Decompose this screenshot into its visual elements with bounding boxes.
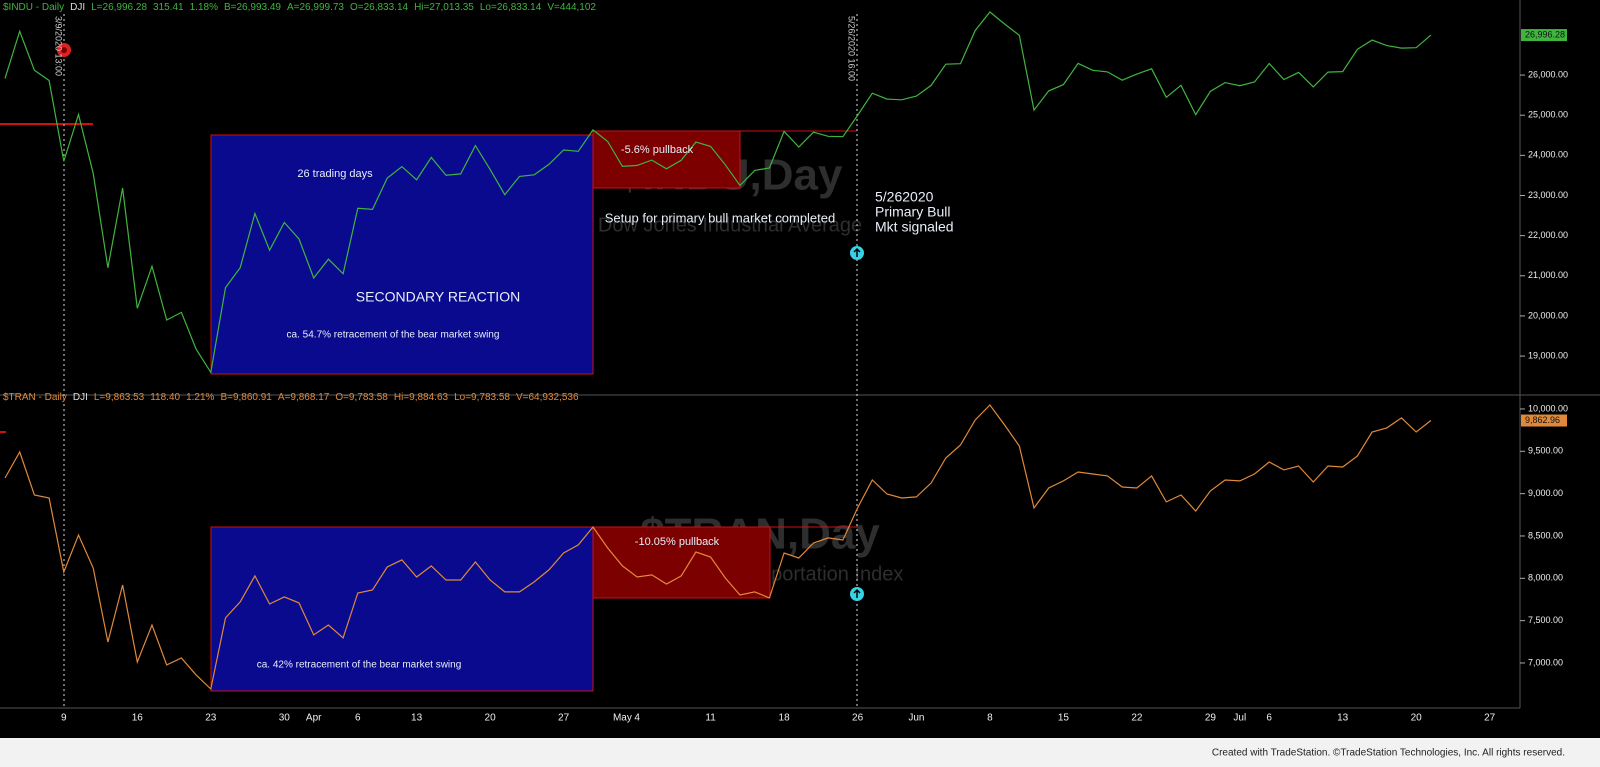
x-tick-label: 13 — [1337, 713, 1349, 724]
y-tick-label: 22,000.00 — [1528, 230, 1568, 240]
price-line — [4, 11, 1432, 375]
x-tick-label: 20 — [485, 713, 497, 724]
x-tick-label: 26 — [852, 713, 864, 724]
x-tick-label: 16 — [132, 713, 144, 724]
quote-field: V=64,932,536 — [515, 392, 579, 403]
y-tick-label: 19,000.00 — [1528, 350, 1568, 360]
y-tick-label: 23,000.00 — [1528, 190, 1568, 200]
quote-field: 1.18% — [189, 2, 218, 13]
y-tick-label: 8,500.00 — [1528, 530, 1563, 540]
annotation: ca. 42% retracement of the bear market s… — [257, 660, 462, 671]
event-label: 5/26/2020 16:00 — [847, 16, 857, 81]
annotation: 5/262020 — [875, 189, 934, 205]
last-price-label: 26,996.28 — [1525, 29, 1565, 39]
x-tick-label: 11 — [705, 713, 716, 724]
x-tick-label: 4 — [634, 713, 640, 724]
price-line — [4, 404, 1432, 691]
quote-field: $TRAN - Daily — [3, 392, 67, 403]
pullback-box — [592, 526, 771, 599]
x-tick-label: 30 — [279, 713, 291, 724]
y-tick-label: 8,000.00 — [1528, 573, 1563, 583]
annotation: ca. 54.7% retracement of the bear market… — [287, 330, 500, 341]
buy-arrow — [853, 247, 861, 257]
annotation: Primary Bull — [875, 204, 950, 220]
annotation: -10.05% pullback — [635, 536, 720, 548]
y-tick-label: 24,000.00 — [1528, 150, 1568, 160]
quote-field: DJI — [72, 392, 88, 403]
annotation: Setup for primary bull market completed — [605, 210, 835, 225]
annotation: Mkt signaled — [875, 219, 954, 235]
x-tick-label: 13 — [411, 713, 423, 724]
x-tick-label: 29 — [1205, 713, 1217, 724]
x-tick-label: 8 — [987, 713, 993, 724]
y-tick-label: 26,000.00 — [1528, 69, 1568, 79]
x-tick-label: Jun — [908, 713, 924, 724]
quote-field: A=9,868.17 — [277, 392, 330, 403]
y-tick-label: 9,500.00 — [1528, 446, 1563, 456]
pullback-box — [592, 130, 741, 189]
x-tick-label: 18 — [779, 713, 791, 724]
x-tick-label: 6 — [355, 713, 361, 724]
x-tick-label: May — [613, 713, 632, 724]
y-tick-label: 9,000.00 — [1528, 488, 1563, 498]
quote-field: L=9,863.53 — [93, 392, 145, 403]
watermark: Dow Jones Industrial Average — [598, 214, 862, 236]
quote-field: B=26,993.49 — [223, 2, 281, 13]
quote-field: O=26,833.14 — [349, 2, 409, 13]
quote-field: Hi=27,013.35 — [414, 2, 474, 13]
y-tick-label: 10,000.00 — [1528, 403, 1568, 413]
quote-field: O=9,783.58 — [335, 392, 388, 403]
last-price-box — [1521, 414, 1567, 427]
quote-field: V=444,102 — [547, 2, 596, 13]
quote-field: DJI — [70, 2, 86, 13]
y-tick-label: 7,500.00 — [1528, 615, 1563, 625]
annotation: SECONDARY REACTION — [356, 289, 520, 305]
quote-field: Lo=9,783.58 — [454, 392, 510, 403]
last-price-label: 9,862.96 — [1525, 415, 1560, 425]
buy-arrow — [853, 588, 861, 598]
footer: Created with TradeStation. ©TradeStation… — [1212, 748, 1565, 759]
quote-header: $INDU - Daily DJI L=26,996.28 315.41 1.18% B=… — [3, 2, 596, 13]
annotation: 26 trading days — [297, 168, 373, 180]
x-tick-label: 6 — [1266, 713, 1272, 724]
y-tick-label: 21,000.00 — [1528, 270, 1568, 280]
quote-field: 118.40 — [150, 392, 181, 403]
quote-field: A=26,999.73 — [286, 2, 344, 13]
annotation: -5.6% pullback — [621, 144, 694, 156]
quote-field: L=26,996.28 — [91, 2, 148, 13]
y-tick-label: 25,000.00 — [1528, 110, 1568, 120]
x-tick-label: Jul — [1233, 713, 1246, 724]
x-tick-label: 27 — [1484, 713, 1496, 724]
x-tick-label: 27 — [558, 713, 570, 724]
quote-field: Hi=9,884.63 — [393, 392, 449, 403]
quote-field: 1.21% — [186, 392, 215, 403]
quote-header: $TRAN - Daily DJI L=9,863.53 118.40 1.21% B=9… — [3, 392, 579, 403]
x-tick-label: 9 — [61, 713, 67, 724]
x-tick-label: 15 — [1058, 713, 1070, 724]
y-tick-label: 20,000.00 — [1528, 310, 1568, 320]
quote-field: Lo=26,833.14 — [479, 2, 542, 13]
event-label: 3/9/2020 13:00 — [54, 16, 64, 76]
x-tick-label: 22 — [1131, 713, 1143, 724]
x-tick-label: 23 — [205, 713, 217, 724]
quote-field: B=9,860.91 — [220, 392, 272, 403]
sell-signal-core — [61, 47, 67, 53]
x-tick-label: Apr — [306, 713, 322, 724]
footer-bar — [0, 738, 1600, 767]
secondary-reaction-box — [210, 526, 594, 692]
quote-field: $INDU - Daily — [3, 2, 65, 13]
x-tick-label: 20 — [1411, 713, 1423, 724]
quote-field: 315.41 — [153, 2, 184, 13]
last-price-box — [1521, 29, 1567, 42]
y-tick-label: 7,000.00 — [1528, 657, 1563, 667]
